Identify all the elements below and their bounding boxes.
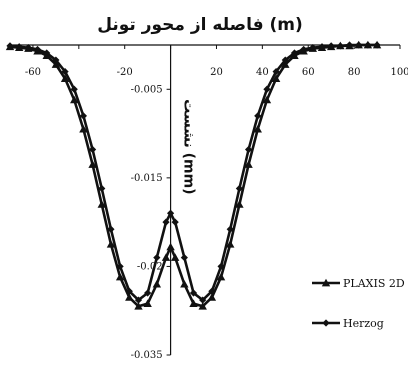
data-point	[88, 160, 97, 168]
data-point	[254, 112, 262, 120]
data-point	[15, 43, 23, 51]
data-point	[79, 112, 88, 120]
data-point	[79, 124, 88, 133]
data-point	[208, 287, 216, 295]
data-point	[106, 240, 116, 248]
legend-label: Herzog	[343, 317, 384, 330]
data-point	[364, 41, 372, 49]
data-point	[143, 299, 152, 307]
x-tick-label: 80	[348, 67, 361, 78]
data-point	[51, 60, 61, 68]
data-point	[52, 56, 60, 64]
data-point	[235, 200, 244, 208]
data-point	[125, 287, 133, 295]
data-point	[180, 253, 188, 262]
data-point	[161, 253, 171, 261]
data-point	[262, 95, 272, 104]
x-tick-label: 40	[256, 67, 269, 78]
y-tick-label: -0.02	[137, 261, 163, 272]
data-point	[327, 42, 335, 50]
data-point	[153, 253, 161, 262]
data-point	[189, 299, 198, 307]
data-point	[70, 95, 79, 104]
data-point	[309, 44, 317, 52]
chart-title: فاصله از محور تونل (m)	[97, 15, 303, 35]
x-tick-label: -60	[25, 67, 41, 78]
y-tick-label: -0.035	[131, 350, 163, 361]
data-point	[345, 41, 354, 49]
data-point	[43, 49, 51, 57]
data-point	[290, 49, 299, 57]
data-point	[134, 296, 143, 304]
data-point	[60, 74, 70, 83]
data-point	[271, 74, 281, 83]
data-point	[125, 293, 134, 301]
y-axis-label: نشست (mm)	[181, 99, 197, 194]
data-point	[180, 279, 189, 288]
data-point	[199, 296, 207, 304]
y-tick-labels: -0.005 -0.015 -0.02 -0.035	[131, 84, 163, 361]
y-tick-label: -0.015	[131, 173, 163, 184]
data-point	[6, 42, 14, 50]
data-point	[171, 218, 179, 226]
data-point	[281, 60, 290, 68]
legend: PLAXIS 2D Herzog	[312, 277, 405, 330]
data-point	[373, 41, 381, 49]
data-point	[24, 44, 32, 52]
data-point	[198, 302, 207, 310]
data-point	[253, 124, 262, 133]
data-point	[97, 200, 106, 208]
data-point	[70, 85, 78, 93]
data-point	[144, 289, 152, 297]
x-tick-label: 60	[302, 67, 315, 78]
data-point	[116, 262, 124, 271]
legend-marker	[322, 319, 330, 327]
data-point	[152, 279, 162, 288]
data-point	[244, 145, 253, 154]
x-tick-label: 100	[390, 67, 408, 78]
x-tick-labels: -60 -20 20 40 60 80 100	[25, 67, 408, 78]
data-point	[235, 184, 244, 193]
data-point	[166, 209, 175, 217]
data-point	[281, 56, 289, 64]
data-point	[216, 272, 226, 281]
data-point	[263, 85, 271, 93]
data-point	[355, 41, 363, 49]
data-point	[244, 160, 253, 168]
x-tick-label: 20	[210, 67, 223, 78]
x-tick-label: -20	[117, 67, 133, 78]
data-point	[170, 253, 180, 261]
y-tick-label: -0.005	[131, 84, 163, 95]
data-point	[226, 225, 234, 233]
series-herzog	[6, 41, 381, 304]
data-point	[300, 45, 308, 54]
data-point	[189, 289, 198, 297]
data-point	[217, 262, 225, 271]
data-point	[115, 272, 125, 281]
legend-label: PLAXIS 2D	[343, 277, 405, 290]
data-point	[207, 293, 217, 301]
data-point	[107, 225, 115, 233]
series-layer	[5, 40, 382, 310]
data-point	[98, 184, 106, 193]
data-point	[134, 302, 143, 310]
data-point	[61, 67, 69, 76]
data-point	[166, 242, 175, 251]
data-point	[318, 43, 326, 51]
data-point	[336, 42, 344, 50]
data-point	[33, 45, 42, 54]
legend-marker	[321, 278, 331, 287]
data-point	[162, 218, 170, 226]
data-point	[272, 67, 280, 76]
data-point	[88, 145, 97, 154]
data-point	[226, 240, 235, 248]
